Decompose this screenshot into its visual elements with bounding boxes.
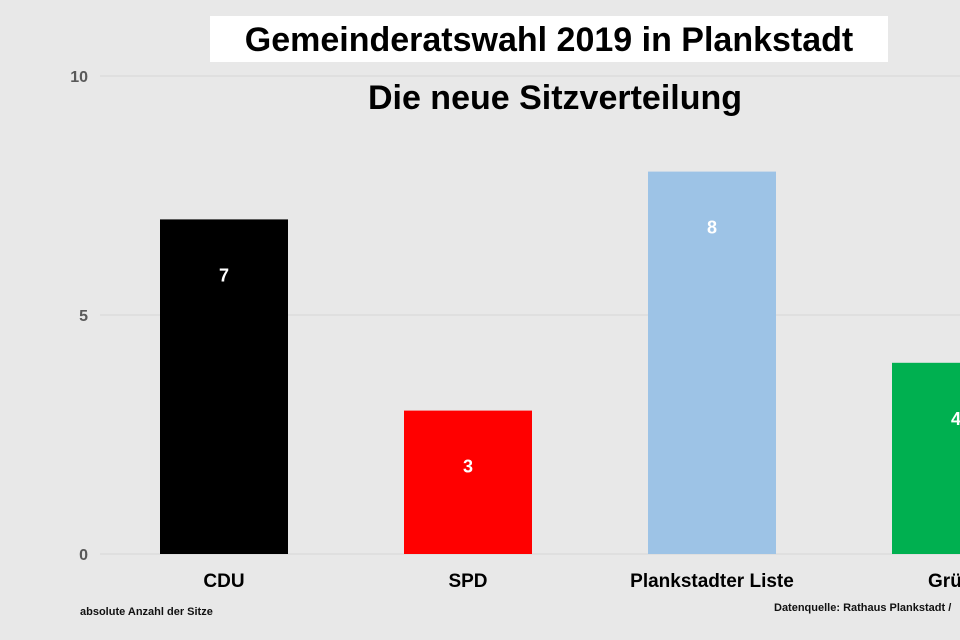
data-label: 8 xyxy=(707,218,717,238)
y-axis-ticks: 0 5 10 xyxy=(70,69,88,564)
data-label: 3 xyxy=(463,457,473,477)
chart-title: Gemeinderatswahl 2019 in Plankstadt xyxy=(244,21,854,59)
data-label: 4 xyxy=(951,409,960,429)
bar-gr-ne xyxy=(892,362,960,554)
x-axis-ticks: CDU SPD Plankstadter Liste Grüne xyxy=(203,571,960,592)
x-tick-label: Grüne xyxy=(928,571,960,592)
chart-subtitle: Die neue Sitzverteilung xyxy=(367,79,743,117)
data-source: Datenquelle: Rathaus Plankstadt / xyxy=(774,602,952,614)
bars xyxy=(160,171,960,554)
bar-cdu xyxy=(160,219,288,554)
y-tick-label: 10 xyxy=(70,69,88,86)
x-tick-label: Plankstadter Liste xyxy=(630,571,794,592)
data-label: 7 xyxy=(219,265,229,285)
y-tick-label: 0 xyxy=(79,547,88,564)
data-labels: 7 3 8 4 xyxy=(219,218,960,477)
x-tick-label: SPD xyxy=(448,571,487,592)
title-background xyxy=(210,16,888,62)
y-tick-label: 5 xyxy=(79,308,88,325)
x-tick-label: CDU xyxy=(203,571,244,592)
bar-plankstadter-liste xyxy=(648,171,776,554)
bar-spd xyxy=(404,410,532,554)
axis-note: absolute Anzahl der Sitze xyxy=(80,606,213,618)
